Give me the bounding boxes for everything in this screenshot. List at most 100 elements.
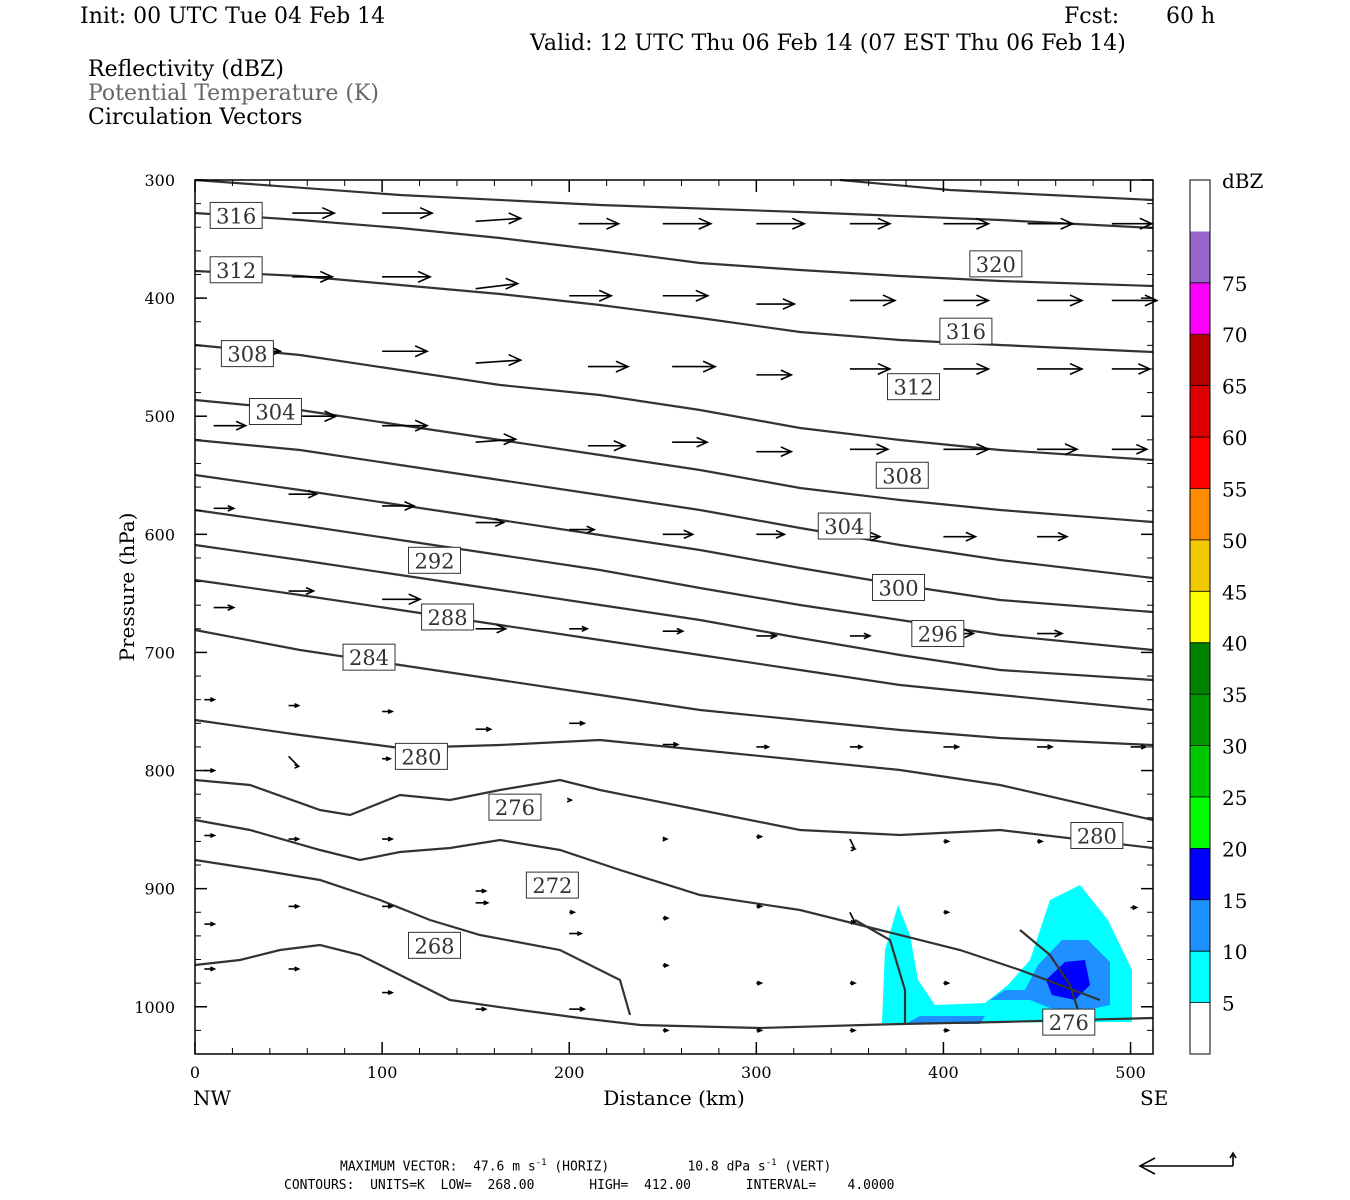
contour-label: 312 <box>893 376 933 400</box>
contour-line <box>194 398 1154 524</box>
y-tick-label: 700 <box>144 643 175 662</box>
max-vector-label: MAXIMUM VECTOR: <box>340 1159 458 1175</box>
contour-label-box <box>525 871 579 899</box>
contour-line <box>194 211 1154 288</box>
colorbar-label: 65 <box>1222 375 1247 399</box>
contour-label-box <box>887 373 940 401</box>
vector-head <box>503 433 518 446</box>
vector-head <box>695 289 710 302</box>
vector-head <box>756 834 764 840</box>
colorbar-segment <box>1190 951 1210 1003</box>
contour-line <box>194 473 1154 614</box>
contour-line <box>194 508 1154 652</box>
vector-head <box>481 888 488 894</box>
vector-head <box>210 921 217 927</box>
vector-head <box>1132 905 1139 911</box>
x-tick-label: 100 <box>367 1063 398 1082</box>
vector-head <box>672 741 680 748</box>
vector-head <box>613 440 627 452</box>
vector-head <box>662 836 669 842</box>
vector-head <box>1139 217 1154 230</box>
contour-line <box>194 438 1154 580</box>
vector-shaft <box>475 217 521 223</box>
vector-head <box>598 289 614 302</box>
colorbar-label: 10 <box>1222 940 1247 964</box>
vector-head <box>210 768 217 774</box>
contour-label: 272 <box>532 874 572 898</box>
contour-line <box>839 178 1154 202</box>
colorbar-segment <box>1190 180 1210 232</box>
colorbar-segment <box>1190 848 1210 900</box>
contour-label: 292 <box>414 549 454 573</box>
contour-line <box>194 628 1154 747</box>
reflectivity-fill <box>882 885 1132 1024</box>
y-tick-label: 600 <box>144 525 175 544</box>
contour-label: 312 <box>216 259 256 283</box>
contour-label: 300 <box>878 576 918 600</box>
contour-label-box <box>394 742 448 770</box>
vector-head <box>387 903 395 909</box>
vector-head <box>1069 362 1084 376</box>
contour-info: CONTOURS: UNITS=K LOW= 268.00 HIGH= 412.… <box>284 1178 895 1193</box>
vector-head <box>698 217 713 230</box>
vector-head <box>756 1027 764 1033</box>
contour-label: 276 <box>1049 1011 1089 1035</box>
vector-head <box>606 217 621 230</box>
contour-label: 304 <box>255 400 295 424</box>
vector-head <box>385 756 393 762</box>
contour-line <box>194 778 1154 850</box>
vector-head <box>1054 629 1064 638</box>
contour-label: 284 <box>349 646 389 670</box>
reflectivity-15dbz-core <box>1046 960 1090 1000</box>
contour-label: 316 <box>946 320 986 344</box>
vector-head <box>417 270 433 283</box>
vector-head <box>1057 531 1069 542</box>
vector-head <box>964 628 976 639</box>
contour-line <box>854 919 907 1024</box>
vector-head <box>863 632 872 640</box>
vector-head <box>663 962 670 968</box>
contour-line <box>194 718 1154 822</box>
vector-head <box>307 489 319 499</box>
vector-head <box>294 966 301 972</box>
contour-label-box <box>248 397 302 425</box>
vector-head <box>877 217 892 230</box>
colorbar-segment <box>1190 1002 1210 1054</box>
colorbar-label: 25 <box>1222 786 1247 810</box>
vector-head <box>791 217 807 230</box>
vector-head <box>769 632 779 640</box>
colorbar-label: 55 <box>1222 477 1247 501</box>
vector-head <box>763 744 771 750</box>
vert-exponent: -1 <box>765 1158 777 1168</box>
colorbar-segment <box>1190 899 1210 952</box>
colorbar-label: 15 <box>1222 889 1247 913</box>
contour-label: 296 <box>918 623 958 647</box>
plot-frame <box>194 179 1154 1055</box>
potential-temperature-contours <box>194 178 1154 1030</box>
contour-label-box <box>421 603 475 631</box>
horiz-exponent: -1 <box>535 1158 547 1168</box>
contour-label: 288 <box>428 606 468 630</box>
vector-head <box>944 980 951 986</box>
colorbar-label: 20 <box>1222 837 1247 861</box>
vector-head <box>294 703 301 709</box>
colorbar-title: dBZ <box>1222 169 1264 193</box>
init-time: Init: 00 UTC Tue 04 Feb 14 <box>80 4 386 29</box>
vector-head <box>976 362 991 376</box>
vector-shaft <box>475 282 518 290</box>
vector-head <box>1140 744 1148 750</box>
vector-head <box>1060 217 1075 230</box>
vector-head <box>944 909 951 915</box>
contour-line <box>194 818 1101 1002</box>
vector-head <box>976 217 991 230</box>
contour-label-box <box>875 461 929 489</box>
vector-head <box>581 625 590 632</box>
vector-head <box>780 369 794 381</box>
vector-head <box>876 443 890 456</box>
contour-line <box>1019 929 1080 1011</box>
vector-head <box>227 604 236 611</box>
vector-head <box>321 206 337 220</box>
vector-head <box>485 726 493 732</box>
y-tick-label: 1000 <box>134 998 175 1017</box>
